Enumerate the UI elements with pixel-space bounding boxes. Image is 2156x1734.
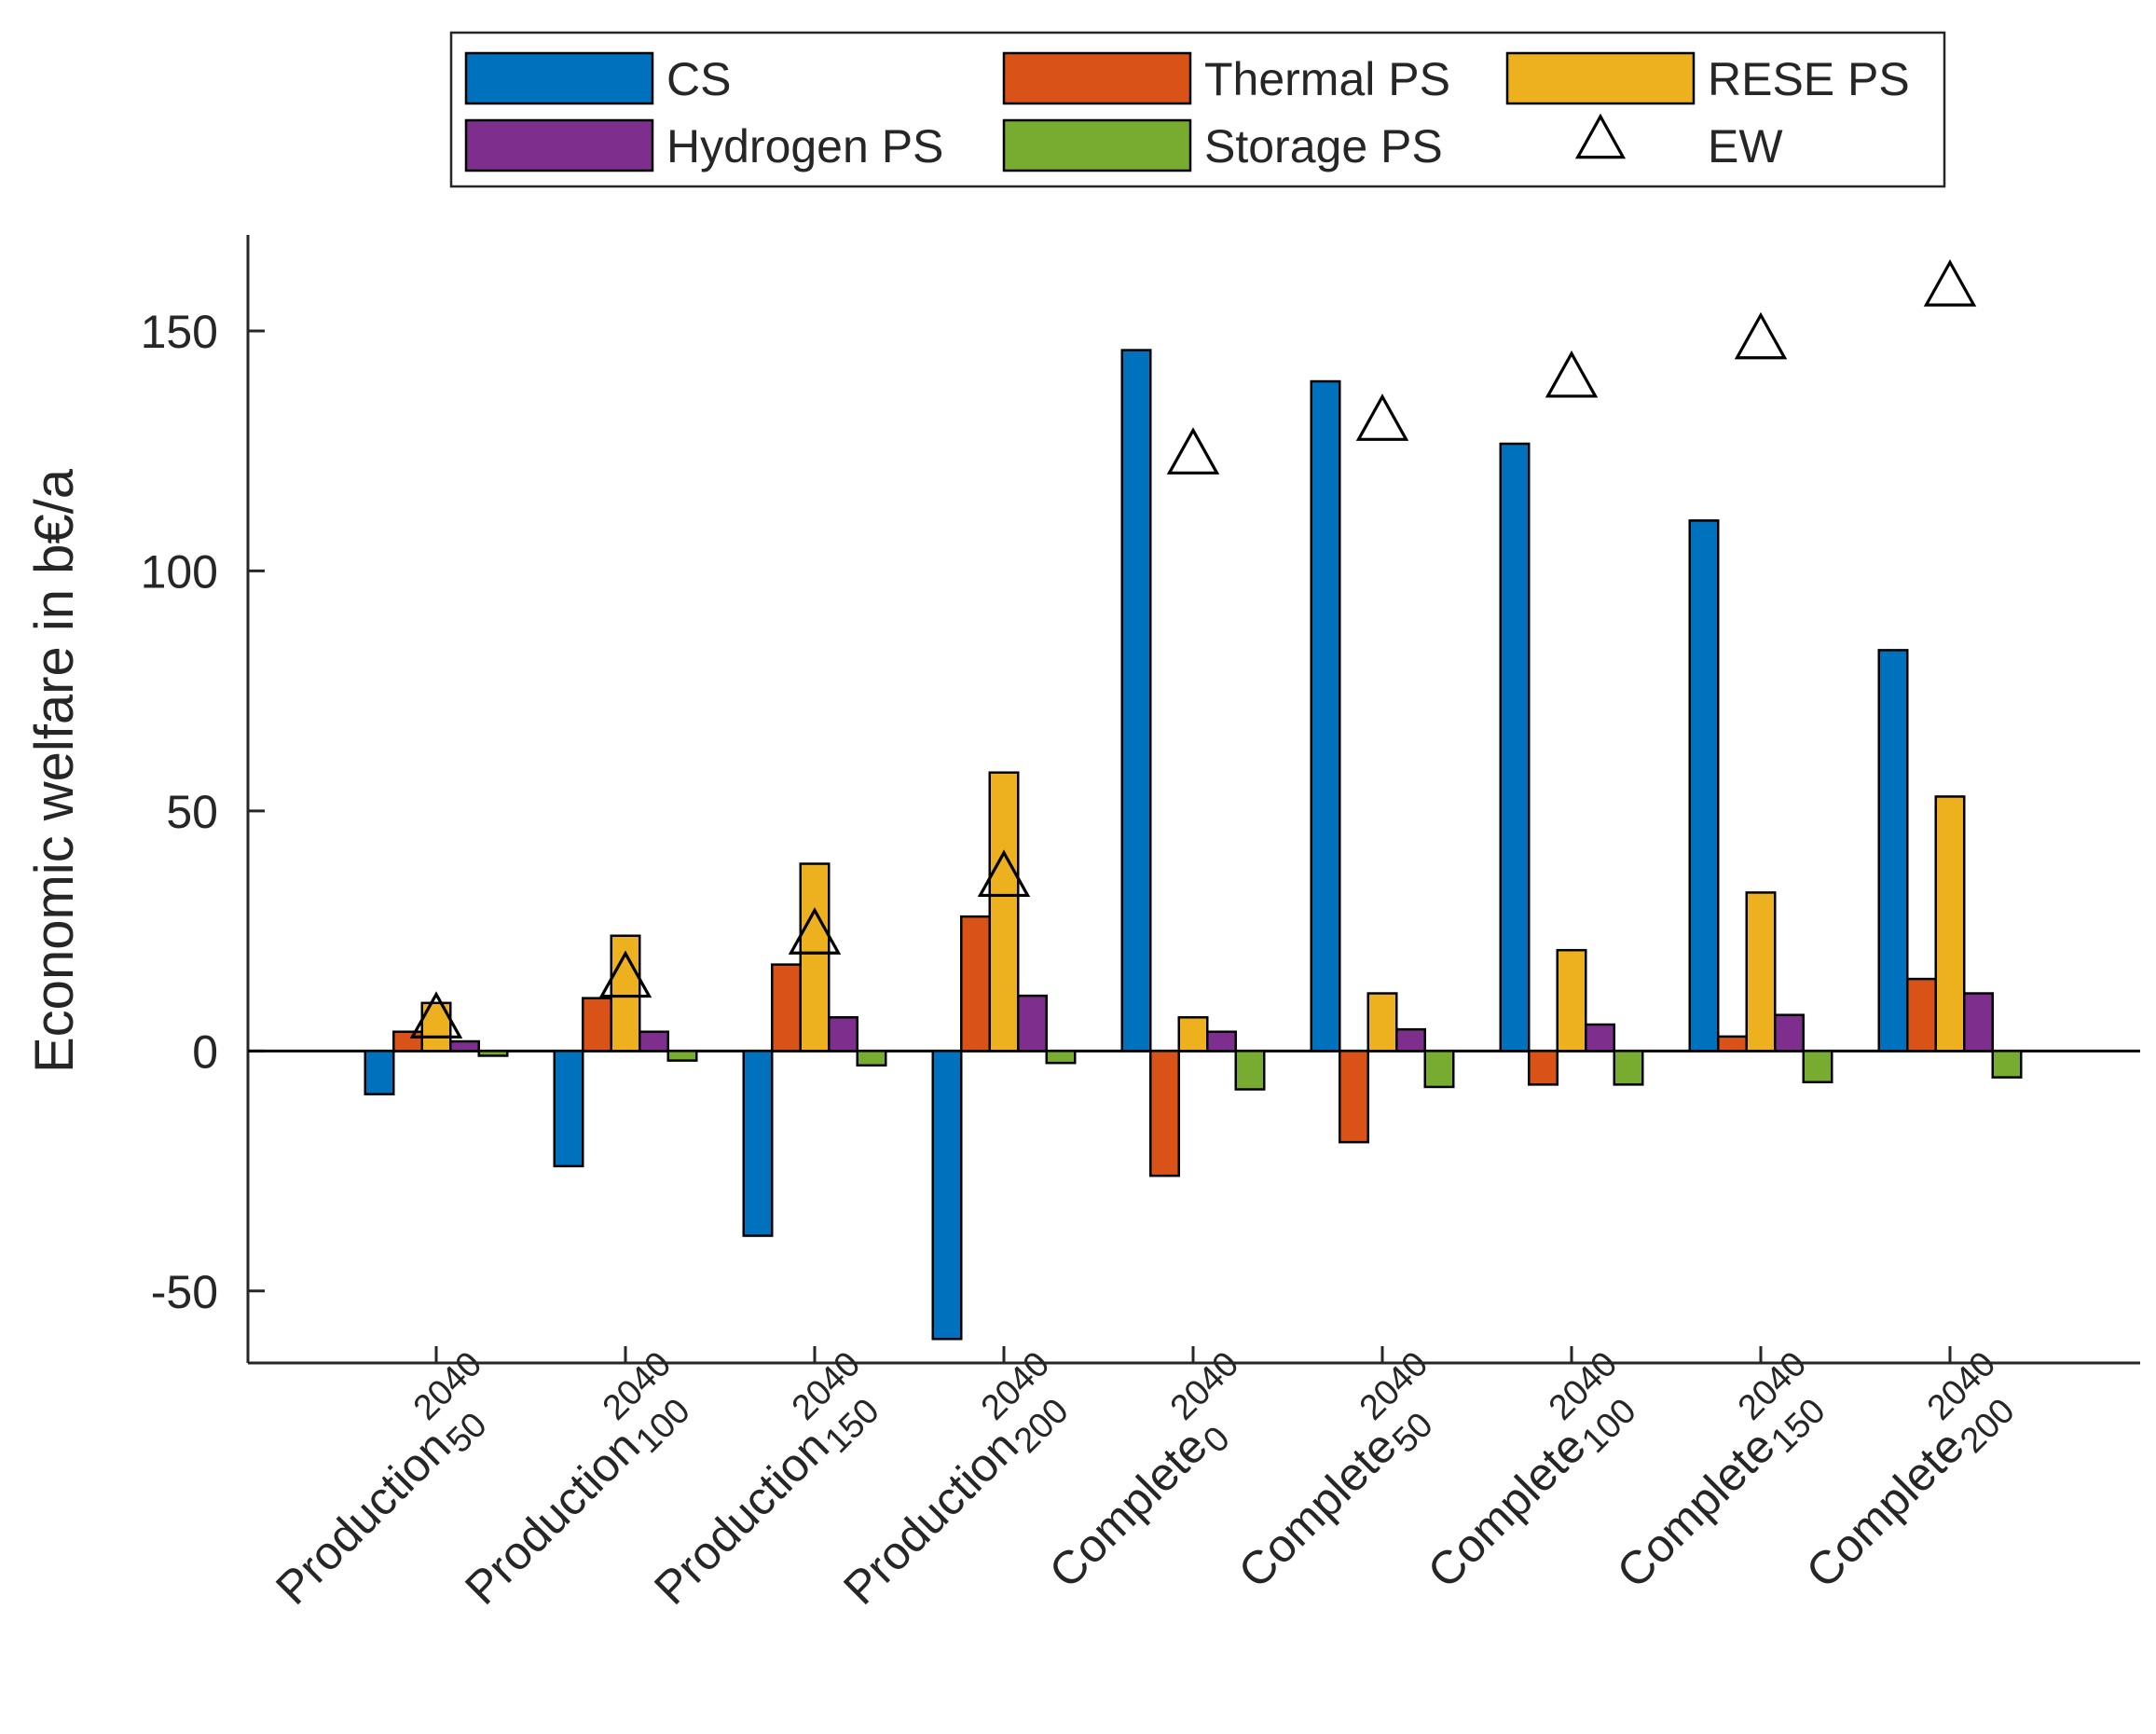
legend-swatch-cs [464,51,654,105]
y-tick-label: 150 [141,306,218,358]
bar-rese-ps [1366,992,1398,1053]
bar-thermal-ps [1339,1050,1369,1144]
bar-rese-ps [988,771,1020,1053]
bar-storage-ps [1045,1050,1077,1065]
bar-storage-ps [1423,1050,1455,1089]
ew-marker [1166,427,1220,475]
ew-marker [409,991,463,1039]
bar-hydrogen-ps [449,1039,480,1053]
bar-hydrogen-ps [1017,994,1048,1053]
ew-marker [977,849,1031,898]
bar-cs [1688,519,1720,1053]
ew-marker [1923,259,1977,307]
bar-rese-ps [1934,795,1966,1053]
y-tick-label: 100 [141,545,218,598]
bar-cs [553,1050,584,1168]
category-name: Complete [1607,1420,1785,1598]
bars [364,349,2023,1341]
legend-label: RESE PS [1708,53,1910,105]
ew-marker [1734,311,1788,360]
bar-storage-ps [1234,1050,1266,1091]
bar-storage-ps [666,1050,698,1062]
y-tick-label: -50 [151,1266,218,1318]
bar-storage-ps [1613,1050,1644,1086]
legend-swatch-storage-ps [1002,118,1192,172]
legend-swatch-thermal-ps [1002,51,1192,105]
legend-label: CS [666,53,731,105]
bar-hydrogen-ps [828,1016,858,1053]
legend-swatch-hydrogen-ps [464,118,654,172]
ew-marker [1545,350,1599,398]
bar-hydrogen-ps [1585,1023,1615,1053]
bar-cs [1877,649,1909,1053]
bar-thermal-ps [1149,1050,1180,1177]
axes: -50 0 50 100 150 Economic welfare in b€/a [24,235,2140,1365]
bar-cs [1499,442,1531,1053]
bar-cs [742,1050,774,1237]
ew-marker [788,907,842,955]
category-name: Complete [1418,1420,1596,1598]
category-name: Complete [1039,1420,1217,1598]
bar-storage-ps [1802,1050,1833,1084]
legend-box [449,31,1946,188]
bar-rese-ps [1745,891,1777,1053]
bar-rese-ps [1177,1016,1209,1053]
category-name: Complete [1796,1420,1974,1598]
category-name: Production [266,1420,460,1615]
bar-thermal-ps [1528,1050,1559,1086]
legend-label: Hydrogen PS [666,120,943,172]
bar-hydrogen-ps [1206,1030,1237,1053]
ew-markers [409,259,1977,1039]
bar-rese-ps [799,862,831,1053]
legend-label: Thermal PS [1204,53,1450,105]
y-axis-label: Economic welfare in b€/a [24,468,85,1073]
bar-rese-ps [1556,948,1587,1053]
category-name: Production [644,1420,839,1615]
bar-storage-ps [477,1050,509,1057]
bar-hydrogen-ps [1963,992,1994,1053]
ew-marker [598,950,652,998]
y-tick-label: 0 [192,1025,218,1078]
bar-rese-ps [610,934,641,1053]
y-tick-label: 50 [166,786,218,838]
category-name: Production [455,1420,650,1615]
bar-thermal-ps [960,915,991,1053]
category-name: Complete [1229,1420,1407,1598]
bar-hydrogen-ps [1395,1027,1426,1053]
bar-cs [364,1050,395,1095]
ew-marker [1355,393,1409,441]
legend-label: EW [1708,120,1783,172]
bar-cs [931,1050,963,1341]
category-superscript: 2040 [1163,1344,1246,1427]
bar-hydrogen-ps [1774,1013,1805,1053]
bar-cs [1310,379,1341,1053]
legend-label: Storage PS [1204,120,1443,172]
bar-storage-ps [856,1050,887,1067]
legend: CS Thermal PS RESE PS Hydrogen PS Storage PS… [449,31,1946,188]
bar-hydrogen-ps [639,1030,669,1053]
bar-thermal-ps [1717,1035,1748,1053]
bar-storage-ps [1991,1050,2023,1079]
bar-thermal-ps [1906,977,1937,1053]
bar-cs [1120,349,1152,1053]
bar-thermal-ps [582,997,612,1053]
category-labels: Production204050Production2040100Product… [266,1344,2023,1615]
category-name: Production [833,1420,1028,1615]
legend-ew-marker [1574,113,1627,159]
legend-swatch-rese-ps [1505,51,1696,105]
bar-thermal-ps [771,963,802,1053]
bar-thermal-ps [392,1030,423,1053]
